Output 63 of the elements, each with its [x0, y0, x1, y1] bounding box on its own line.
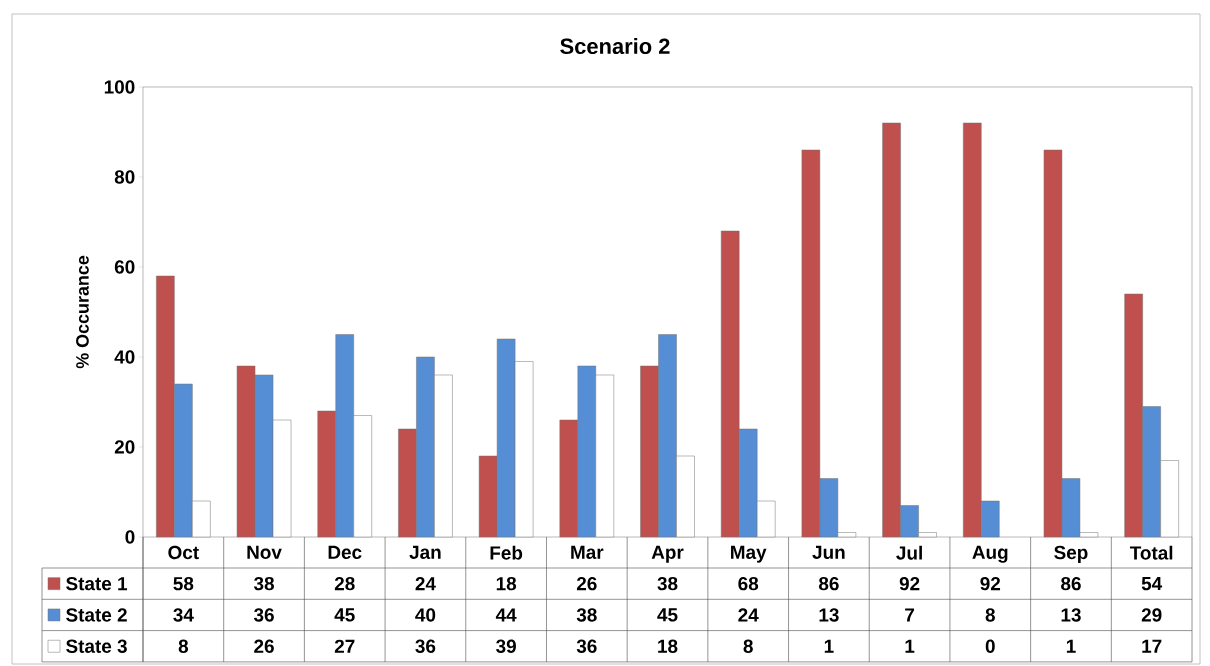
data-label: 28	[334, 576, 355, 591]
data-label: 26	[576, 576, 597, 591]
legend-label: State 3	[66, 639, 127, 653]
data-label: 44	[495, 608, 517, 622]
x-tick-label: Apr	[651, 545, 684, 563]
x-tick-label: Aug	[972, 545, 1008, 563]
y-tick-label: 20	[114, 440, 135, 454]
data-label: 27	[334, 639, 355, 653]
data-label: 36	[576, 639, 597, 653]
data-label: 26	[254, 639, 274, 653]
data-label: 54	[1141, 577, 1163, 591]
data-label: 68	[738, 576, 759, 591]
data-label: 18	[496, 576, 517, 591]
x-tick-label: Jul	[896, 545, 922, 560]
data-label: 92	[980, 576, 1001, 591]
x-tick-label: Jan	[409, 545, 441, 559]
y-tick-label: 80	[114, 170, 135, 184]
data-label: 8	[178, 639, 189, 653]
data-label: 0	[985, 639, 995, 653]
data-label: 1	[1066, 639, 1076, 653]
data-label: 86	[818, 576, 839, 591]
data-label: 36	[415, 639, 436, 653]
data-label: 13	[1061, 608, 1081, 622]
data-label: 7	[905, 608, 915, 622]
data-label: 92	[899, 576, 920, 591]
data-label: 8	[743, 639, 753, 653]
data-label: 86	[1061, 576, 1081, 591]
data-label: 58	[173, 576, 194, 591]
chart-title: Scenario 2	[560, 37, 670, 55]
data-label: 45	[334, 608, 355, 622]
y-axis-title: % Occurance	[76, 255, 89, 369]
x-tick-label: Sep	[1054, 545, 1088, 563]
data-label: 24	[738, 608, 759, 622]
y-tick-label: 60	[114, 260, 135, 274]
data-label: 39	[496, 639, 516, 653]
data-label: 24	[415, 577, 436, 591]
data-label: 8	[985, 608, 995, 622]
x-tick-label: Total	[1129, 545, 1173, 560]
x-tick-label: Oct	[168, 545, 199, 560]
legend-label: State 1	[66, 576, 128, 591]
data-label: 13	[819, 608, 839, 622]
y-tick-label: 100	[104, 80, 135, 94]
x-tick-label: Nov	[247, 545, 282, 559]
x-tick-label: Feb	[490, 545, 523, 560]
data-label: 40	[415, 608, 436, 622]
legend-label: State 2	[66, 608, 127, 622]
data-label: 17	[1142, 639, 1162, 653]
data-label: 1	[905, 639, 915, 653]
x-tick-label: May	[731, 545, 767, 563]
data-label: 29	[1141, 608, 1162, 622]
y-tick-label: 40	[114, 350, 135, 364]
data-label: 34	[173, 608, 194, 622]
x-tick-label: Dec	[328, 545, 362, 559]
x-tick-label: Jun	[812, 545, 845, 559]
data-label: 45	[657, 608, 678, 622]
data-label: 38	[253, 576, 274, 591]
data-label: 18	[658, 639, 678, 653]
data-label: 38	[657, 576, 678, 591]
data-label: 1	[824, 639, 834, 653]
y-tick-label: 0	[125, 530, 135, 544]
data-label: 38	[576, 608, 597, 622]
x-tick-label: Mar	[571, 545, 604, 559]
data-label: 36	[253, 608, 274, 622]
